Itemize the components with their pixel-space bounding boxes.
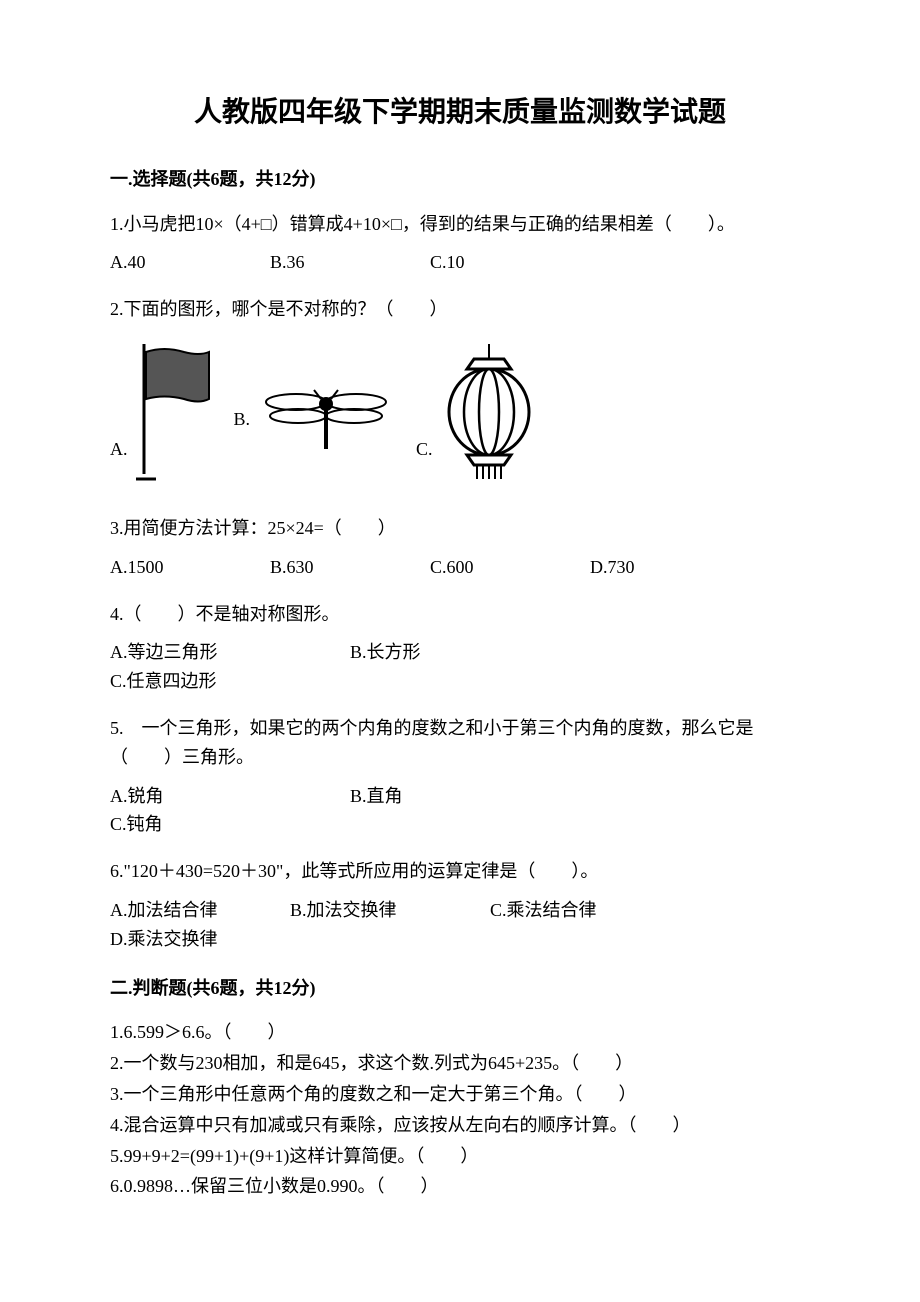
question-4: 4.（ ）不是轴对称图形。 A.等边三角形 B.长方形 C.任意四边形 — [110, 600, 810, 696]
question-2-labelB: B. — [234, 405, 251, 434]
judge-q2: 2.一个数与230相加，和是645，求这个数.列式为645+235。（ ） — [110, 1049, 810, 1078]
question-4-text: 4.（ ）不是轴对称图形。 — [110, 600, 810, 629]
question-2-images: A. B. C. — [110, 344, 810, 484]
question-3-options: A.1500 B.630 C.600 D.730 — [110, 553, 810, 582]
judge-q3: 3.一个三角形中任意两个角的度数之和一定大于第三个角。（ ） — [110, 1080, 810, 1109]
judge-q4: 4.混合运算中只有加减或只有乘除，应该按从左向右的顺序计算。（ ） — [110, 1111, 810, 1140]
question-1-optA: A.40 — [110, 248, 270, 277]
question-6-optB: B.加法交换律 — [290, 896, 490, 925]
judge-list: 1.6.599＞6.6。（ ） 2.一个数与230相加，和是645，求这个数.列… — [110, 1018, 810, 1201]
question-2-optB: B. — [234, 374, 397, 454]
question-3-optA: A.1500 — [110, 553, 270, 582]
question-2-text: 2.下面的图形，哪个是不对称的？（ ） — [110, 295, 810, 324]
question-2-optC: C. — [416, 344, 539, 484]
question-5-text: 5. 一个三角形，如果它的两个内角的度数之和小于第三个内角的度数，那么它是（ ）… — [110, 714, 810, 772]
question-3: 3.用简便方法计算：25×24=（ ） A.1500 B.630 C.600 D… — [110, 514, 810, 582]
question-1-optC: C.10 — [430, 248, 590, 277]
question-1-optB: B.36 — [270, 248, 430, 277]
question-2-labelA: A. — [110, 435, 128, 464]
question-1-options: A.40 B.36 C.10 — [110, 248, 810, 277]
question-5-options: A.锐角 B.直角 C.钝角 — [110, 782, 810, 840]
question-6-options: A.加法结合律 B.加法交换律 C.乘法结合律 D.乘法交换律 — [110, 896, 810, 954]
question-3-text: 3.用简便方法计算：25×24=（ ） — [110, 514, 810, 543]
question-4-optB: B.长方形 — [350, 638, 590, 667]
question-5-optC: C.钝角 — [110, 810, 350, 839]
flag-icon — [134, 344, 214, 484]
question-4-optA: A.等边三角形 — [110, 638, 350, 667]
judge-q5: 5.99+9+2=(99+1)+(9+1)这样计算简便。（ ） — [110, 1142, 810, 1171]
question-6-text: 6."120＋430=520＋30"，此等式所应用的运算定律是（ ）。 — [110, 857, 810, 886]
question-2: 2.下面的图形，哪个是不对称的？（ ） A. B. — [110, 295, 810, 484]
question-1-text: 1.小马虎把10×（4+□）错算成4+10×□，得到的结果与正确的结果相差（ ）… — [110, 210, 810, 239]
question-5-optB: B.直角 — [350, 782, 590, 811]
judge-q6: 6.0.9898…保留三位小数是0.990。（ ） — [110, 1172, 810, 1201]
section-judge-header: 二.判断题(共6题，共12分) — [110, 974, 810, 1003]
question-3-optD: D.730 — [590, 553, 750, 582]
question-2-labelC: C. — [416, 435, 433, 464]
question-4-optC: C.任意四边形 — [110, 667, 350, 696]
judge-q1: 1.6.599＞6.6。（ ） — [110, 1018, 810, 1047]
question-5-optA: A.锐角 — [110, 782, 350, 811]
question-6-optD: D.乘法交换律 — [110, 925, 270, 954]
dragonfly-icon — [256, 374, 396, 454]
lantern-icon — [439, 344, 539, 484]
question-4-options: A.等边三角形 B.长方形 C.任意四边形 — [110, 638, 810, 696]
question-2-optA: A. — [110, 344, 214, 484]
question-5: 5. 一个三角形，如果它的两个内角的度数之和小于第三个内角的度数，那么它是（ ）… — [110, 714, 810, 839]
question-6: 6."120＋430=520＋30"，此等式所应用的运算定律是（ ）。 A.加法… — [110, 857, 810, 953]
page-title: 人教版四年级下学期期末质量监测数学试题 — [110, 90, 810, 135]
question-6-optC: C.乘法结合律 — [490, 896, 660, 925]
question-1: 1.小马虎把10×（4+□）错算成4+10×□，得到的结果与正确的结果相差（ ）… — [110, 210, 810, 278]
question-3-optC: C.600 — [430, 553, 590, 582]
question-3-optB: B.630 — [270, 553, 430, 582]
question-6-optA: A.加法结合律 — [110, 896, 290, 925]
section-choice-header: 一.选择题(共6题，共12分) — [110, 165, 810, 194]
